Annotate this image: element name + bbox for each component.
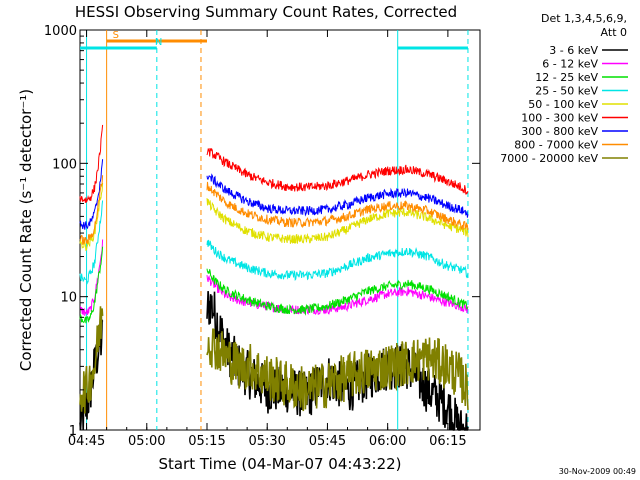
series-7-segment-0 xyxy=(79,175,104,245)
series-layer xyxy=(79,124,469,431)
series-4-segment-1 xyxy=(206,198,469,244)
x-axis-label: Start Time (04-Mar-07 04:43:22) xyxy=(158,455,401,473)
legend-label-0: 3 - 6 keV xyxy=(549,44,598,57)
x-tick-label-1: 05:00 xyxy=(128,434,165,449)
y-tick-label-2: 100 xyxy=(52,157,77,172)
x-tick-label-6: 06:15 xyxy=(429,434,466,449)
y-axis-label: Corrected Count Rate (s⁻¹ detector⁻¹) xyxy=(17,89,35,371)
y-tick-label-3: 1000 xyxy=(44,24,77,39)
series-6-segment-1 xyxy=(206,173,469,218)
series-2-segment-0 xyxy=(79,246,104,324)
series-5-segment-0 xyxy=(79,124,104,204)
ticks-layer: 04:45 05:00 05:15 05:30 05:45 06:00 06:15 1 10 10… xyxy=(44,24,480,449)
legend-header-line1: Det 1,3,4,5,6,9, xyxy=(541,12,627,25)
x-tick-label-0: 04:45 xyxy=(68,434,105,449)
legend-label-1: 6 - 12 keV xyxy=(542,58,598,71)
series-5-segment-1 xyxy=(206,147,469,195)
series-7-segment-1 xyxy=(206,181,469,231)
y-tick-label-0: 1 xyxy=(69,424,77,439)
series-4-segment-0 xyxy=(79,182,104,252)
timestamp: 30-Nov-2009 00:49 xyxy=(559,467,636,476)
legend-label-8: 7000 - 20000 keV xyxy=(500,152,598,165)
series-3-segment-0 xyxy=(79,200,104,285)
legend-label-7: 800 - 7000 keV xyxy=(514,139,598,152)
legend-header-line2: Att 0 xyxy=(601,26,627,39)
legend-label-4: 50 - 100 keV xyxy=(528,98,598,111)
plot-frame xyxy=(79,29,481,431)
x-tick-label-3: 05:30 xyxy=(248,434,285,449)
legend-label-6: 300 - 800 keV xyxy=(521,125,598,138)
chart-title: HESSI Observing Summary Count Rates, Cor… xyxy=(75,3,457,21)
series-2-segment-1 xyxy=(206,268,469,316)
y-tick-label-1: 10 xyxy=(60,291,77,306)
x-tick-label-5: 06:00 xyxy=(369,434,406,449)
series-8-segment-0 xyxy=(79,306,104,414)
series-8-segment-1 xyxy=(206,328,469,412)
series-6-segment-0 xyxy=(79,159,104,230)
legend-label-2: 12 - 25 keV xyxy=(535,71,598,84)
x-tick-label-2: 05:15 xyxy=(188,434,225,449)
legend-label-5: 100 - 300 keV xyxy=(521,112,598,125)
series-3-segment-1 xyxy=(206,239,469,281)
marker-label-s: S xyxy=(113,30,119,41)
x-tick-label-4: 05:45 xyxy=(309,434,346,449)
marker-label-n: N xyxy=(155,37,162,48)
legend-label-3: 25 - 50 keV xyxy=(535,85,598,98)
